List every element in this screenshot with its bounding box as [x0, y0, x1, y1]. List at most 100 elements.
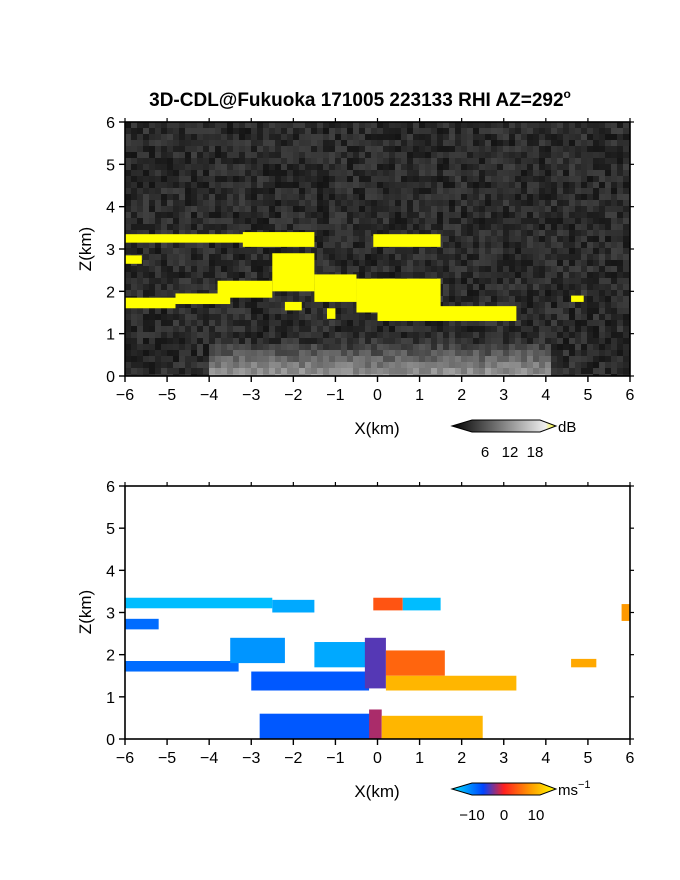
noise-cell: [131, 218, 137, 224]
noise-cell: [329, 200, 335, 206]
noise-cell: [455, 164, 461, 170]
noise-cell: [497, 206, 503, 212]
noise-cell: [251, 374, 257, 376]
noise-cell: [317, 236, 323, 242]
noise-cell: [329, 188, 335, 194]
noise-cell: [419, 368, 425, 374]
noise-cell: [131, 356, 137, 362]
noise-cell: [545, 236, 551, 242]
noise-cell: [419, 134, 425, 140]
noise-cell: [191, 332, 197, 338]
noise-cell: [401, 194, 407, 200]
noise-cell: [233, 170, 239, 176]
noise-cell: [569, 308, 575, 314]
noise-cell: [455, 296, 461, 302]
noise-cell: [389, 128, 395, 134]
noise-cell: [161, 362, 167, 368]
noise-cell: [275, 128, 281, 134]
noise-cell: [191, 140, 197, 146]
noise-cell: [491, 224, 497, 230]
noise-cell: [185, 152, 191, 158]
noise-cell: [353, 152, 359, 158]
noise-cell: [569, 230, 575, 236]
noise-cell: [407, 140, 413, 146]
noise-cell: [131, 164, 137, 170]
noise-cell: [233, 272, 239, 278]
noise-cell: [215, 308, 221, 314]
noise-cell: [533, 356, 539, 362]
noise-cell: [461, 242, 467, 248]
noise-cell: [311, 374, 317, 376]
noise-cell: [569, 146, 575, 152]
noise-cell: [485, 362, 491, 368]
noise-cell: [413, 200, 419, 206]
noise-cell: [407, 128, 413, 134]
noise-cell: [251, 326, 257, 332]
colorbar-tick: 6: [481, 444, 489, 461]
noise-cell: [437, 350, 443, 356]
noise-cell: [551, 344, 557, 350]
noise-cell: [311, 212, 317, 218]
noise-cell: [491, 170, 497, 176]
noise-cell: [155, 140, 161, 146]
noise-cell: [491, 266, 497, 272]
noise-cell: [539, 188, 545, 194]
noise-cell: [203, 152, 209, 158]
noise-cell: [167, 122, 173, 128]
noise-cell: [515, 314, 521, 320]
noise-cell: [131, 266, 137, 272]
noise-cell: [131, 206, 137, 212]
noise-cell: [299, 248, 305, 254]
noise-cell: [143, 128, 149, 134]
noise-cell: [593, 326, 599, 332]
noise-cell: [545, 356, 551, 362]
noise-cell: [317, 362, 323, 368]
noise-cell: [575, 242, 581, 248]
noise-cell: [269, 182, 275, 188]
noise-cell: [251, 332, 257, 338]
noise-cell: [455, 176, 461, 182]
noise-cell: [509, 164, 515, 170]
noise-cell: [353, 194, 359, 200]
noise-cell: [587, 248, 593, 254]
noise-cell: [491, 212, 497, 218]
noise-cell: [203, 374, 209, 376]
noise-cell: [485, 200, 491, 206]
noise-cell: [149, 308, 155, 314]
noise-cell: [461, 338, 467, 344]
noise-cell: [473, 266, 479, 272]
noise-cell: [347, 212, 353, 218]
noise-cell: [455, 122, 461, 128]
noise-cell: [587, 254, 593, 260]
noise-cell: [143, 332, 149, 338]
noise-cell: [467, 164, 473, 170]
noise-cell: [149, 152, 155, 158]
noise-cell: [227, 308, 233, 314]
noise-cell: [257, 170, 263, 176]
noise-cell: [623, 134, 629, 140]
noise-cell: [263, 344, 269, 350]
noise-cell: [539, 314, 545, 320]
noise-cell: [299, 158, 305, 164]
noise-cell: [341, 368, 347, 374]
noise-cell: [329, 326, 335, 332]
noise-cell: [539, 218, 545, 224]
noise-cell: [563, 224, 569, 230]
noise-cell: [281, 128, 287, 134]
noise-cell: [329, 224, 335, 230]
noise-cell: [161, 290, 167, 296]
noise-cell: [599, 146, 605, 152]
noise-cell: [317, 194, 323, 200]
noise-cell: [545, 206, 551, 212]
noise-cell: [155, 230, 161, 236]
noise-cell: [449, 320, 455, 326]
noise-cell: [161, 266, 167, 272]
noise-cell: [497, 254, 503, 260]
noise-cell: [173, 272, 179, 278]
noise-cell: [467, 146, 473, 152]
noise-cell: [611, 290, 617, 296]
noise-cell: [485, 254, 491, 260]
noise-cell: [533, 200, 539, 206]
noise-cell: [401, 176, 407, 182]
noise-cell: [473, 290, 479, 296]
